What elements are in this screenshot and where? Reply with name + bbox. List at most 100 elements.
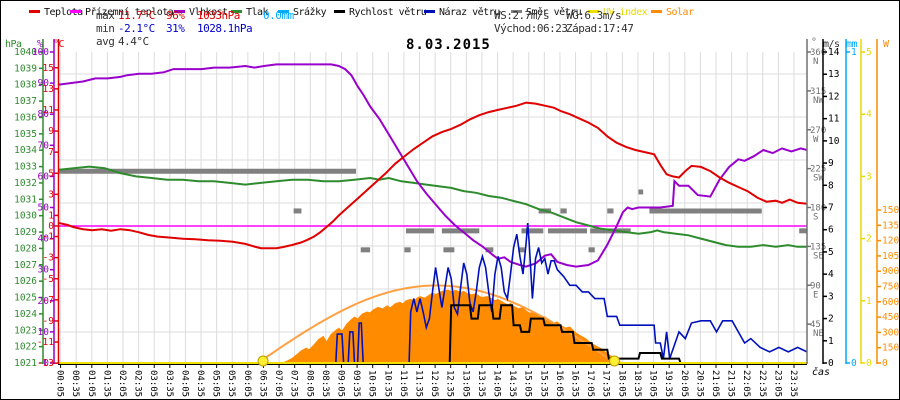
svg-text:1038: 1038	[14, 80, 37, 91]
svg-text:0: 0	[43, 358, 49, 369]
svg-text:08:35: 08:35	[320, 370, 330, 397]
svg-text:8: 8	[828, 180, 834, 191]
svg-text:0: 0	[851, 358, 857, 369]
legend-item-solar: Solar	[651, 7, 694, 18]
svg-text:06:35: 06:35	[257, 370, 267, 397]
svg-text:1024: 1024	[14, 309, 37, 320]
svg-text:07:05: 07:05	[273, 370, 283, 397]
max-rain: 0.0mm	[263, 9, 294, 22]
legend-item-vlhkost: Vlhkost	[174, 7, 228, 18]
svg-text:1031: 1031	[14, 194, 37, 205]
tlak-color-swatch	[231, 9, 242, 13]
svg-text:14: 14	[828, 47, 840, 58]
svg-text:12: 12	[828, 91, 839, 102]
max-pressure: 1033hPa	[197, 9, 240, 22]
svg-text:1: 1	[828, 336, 834, 347]
svg-text:1025: 1025	[14, 293, 37, 304]
svg-text:19:35: 19:35	[663, 370, 673, 397]
svg-text:1: 1	[48, 210, 54, 221]
svg-text:-9: -9	[43, 316, 55, 327]
svg-text:80: 80	[38, 109, 50, 120]
svg-text:00:05: 00:05	[55, 370, 65, 397]
wind-gust-stat: WG:6.3m/s	[566, 9, 622, 22]
svg-text:2: 2	[828, 314, 834, 325]
svg-text:13:35: 13:35	[476, 370, 486, 397]
svg-text:02:05: 02:05	[117, 370, 127, 397]
svg-text:-13: -13	[37, 358, 54, 369]
srazky-color-swatch	[278, 9, 289, 13]
svg-text:23:05: 23:05	[772, 370, 782, 397]
svg-text:1037: 1037	[14, 96, 37, 107]
svg-text:21:05: 21:05	[710, 370, 720, 397]
solar-axis-unit: W	[883, 39, 889, 50]
humidity-axis-unit: %	[37, 39, 43, 50]
svg-text:3: 3	[48, 189, 54, 200]
svg-text:N: N	[813, 57, 818, 67]
svg-text:1035: 1035	[14, 129, 37, 140]
legend-label: Přízemní teplota	[85, 7, 174, 18]
svg-text:1034: 1034	[14, 145, 37, 156]
svg-text:10: 10	[38, 327, 50, 338]
svg-text:05:05: 05:05	[211, 370, 221, 397]
svg-text:13: 13	[828, 69, 839, 80]
svg-text:SW: SW	[813, 174, 824, 184]
sunset-time: Západ:17:47	[566, 22, 634, 35]
svg-text:3: 3	[866, 171, 872, 182]
direction-axis-unit: °	[811, 37, 817, 48]
svg-text:22:35: 22:35	[757, 370, 767, 397]
svg-text:0: 0	[866, 358, 872, 369]
svg-text:16:05: 16:05	[554, 370, 564, 397]
svg-text:1050: 1050	[882, 251, 899, 262]
svg-text:4: 4	[828, 269, 834, 280]
legend-label: Solar	[666, 7, 694, 18]
svg-text:100: 100	[32, 47, 49, 58]
svg-text:4: 4	[866, 109, 872, 120]
svg-text:E: E	[813, 290, 818, 300]
svg-text:19:05: 19:05	[648, 370, 658, 397]
svg-text:W: W	[813, 135, 819, 145]
svg-text:1030: 1030	[14, 211, 37, 222]
svg-text:270: 270	[810, 126, 826, 136]
svg-text:01:35: 01:35	[101, 370, 111, 397]
svg-text:225: 225	[810, 165, 826, 175]
min-temperature: -2.1°C	[118, 22, 155, 35]
svg-text:315: 315	[810, 87, 826, 97]
svg-text:1350: 1350	[882, 220, 899, 231]
svg-text:16:35: 16:35	[570, 370, 580, 397]
solar-color-swatch	[651, 9, 662, 13]
svg-text:0: 0	[882, 358, 888, 369]
uv-index-color-swatch	[588, 9, 599, 13]
svg-text:1026: 1026	[14, 276, 37, 287]
svg-text:1027: 1027	[14, 260, 37, 271]
svg-text:6: 6	[828, 225, 834, 236]
min-humidity: 31%	[166, 22, 185, 35]
svg-text:10:05: 10:05	[367, 370, 377, 397]
svg-text:08:05: 08:05	[304, 370, 314, 397]
svg-text:30: 30	[38, 265, 50, 276]
svg-text:03:35: 03:35	[164, 370, 174, 397]
legend-label: Vlhkost	[189, 7, 228, 18]
svg-text:03:05: 03:05	[148, 370, 158, 397]
svg-text:40: 40	[38, 234, 50, 245]
svg-text:čas: čas	[812, 366, 830, 378]
legend-label: Náraz větru	[439, 7, 500, 18]
svg-text:1028: 1028	[14, 243, 37, 254]
svg-text:-11: -11	[37, 337, 54, 348]
naraz-vetru-color-swatch	[424, 9, 435, 13]
legend-item-tlak: Tlak	[231, 7, 269, 18]
legend-item-naraz-vetru: Náraz větru	[424, 7, 500, 18]
svg-text:9: 9	[48, 126, 54, 137]
svg-text:600: 600	[882, 297, 899, 308]
svg-text:90: 90	[38, 78, 50, 89]
prizemni-teplota-color-swatch	[70, 9, 81, 13]
svg-text:15:35: 15:35	[538, 370, 548, 397]
svg-text:1: 1	[851, 47, 857, 58]
svg-text:1029: 1029	[14, 227, 37, 238]
svg-text:06:05: 06:05	[242, 370, 252, 397]
svg-text:1033: 1033	[14, 162, 37, 173]
smer-vetru-color-swatch	[511, 9, 522, 13]
legend-label: Srážky	[293, 7, 327, 18]
svg-text:13:05: 13:05	[460, 370, 470, 397]
